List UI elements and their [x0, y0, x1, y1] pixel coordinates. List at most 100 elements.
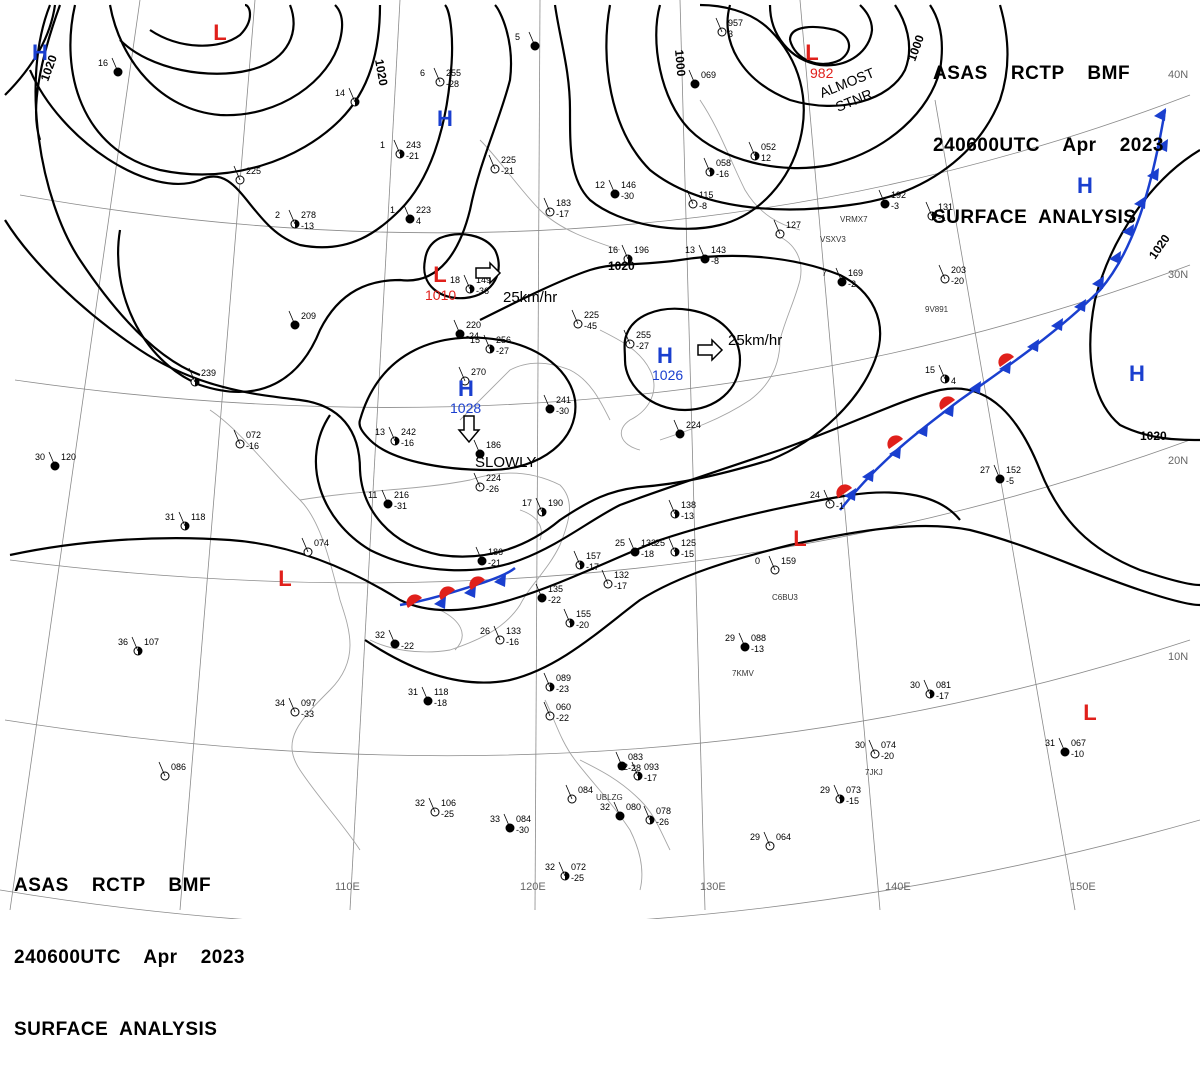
station-tendency: -16 [506, 637, 519, 647]
wind-barb [475, 546, 483, 562]
station-plot: 31 118 [165, 511, 205, 531]
station-pressure: 125 [681, 538, 696, 548]
wind-barb [528, 31, 536, 47]
station-plot: 1 243-21 [380, 139, 421, 161]
station-temp: 16 [98, 58, 108, 68]
wind-barb [615, 751, 623, 767]
wind-barb [923, 679, 931, 695]
station-cloud-cover [932, 212, 936, 220]
station-plot: 225-45 [571, 309, 599, 331]
station-cloud-cover [755, 152, 759, 160]
cold-front-triangle [1027, 339, 1039, 352]
station-pressure: 190 [548, 498, 563, 508]
station-temp: 29 [725, 633, 735, 643]
wind-barb [178, 511, 186, 527]
station-cloud-cover [550, 683, 554, 691]
station-tendency: -28 [446, 79, 459, 89]
pressure-center-h: H [458, 376, 474, 401]
cold-front-triangle [1134, 196, 1146, 209]
station-cloud-cover [628, 255, 632, 263]
station-plot: 31 067-10 [1045, 737, 1086, 759]
wind-barb [288, 697, 296, 713]
wind-barb [233, 429, 241, 445]
wind-barb [878, 189, 886, 205]
station-pressure: 225 [501, 155, 516, 165]
wind-barb [388, 629, 396, 645]
station-plot: 058-16 [703, 157, 731, 179]
station-temp: 5 [515, 32, 520, 42]
station-temp: 0 [755, 556, 760, 566]
station-temp: 30 [910, 680, 920, 690]
pressure-center-h: H [1129, 361, 1145, 386]
station-pressure: 243 [406, 140, 421, 150]
wind-barb [301, 537, 309, 553]
station-pressure: 097 [301, 698, 316, 708]
pressure-center-value: 1010 [425, 287, 456, 303]
wind-barb [158, 761, 166, 777]
station-plot: 255-27 [623, 329, 651, 351]
station-temp: 32 [545, 862, 555, 872]
station-plot: 084 [565, 784, 593, 804]
station-cloud-cover [470, 285, 474, 293]
station-temp: 11 [368, 490, 377, 500]
station-temp: 32 [600, 802, 610, 812]
station-plot: 30 081-17 [910, 679, 951, 701]
station-pressure: 241 [556, 395, 571, 405]
wind-barb [503, 813, 511, 829]
station-plot: 27 152-5 [980, 464, 1021, 486]
station-cloud-cover [945, 375, 949, 383]
longitude-label: 110E [335, 881, 360, 893]
station-pressure: 155 [576, 609, 591, 619]
station-tendency: -13 [301, 221, 314, 231]
station-pressure: 169 [848, 268, 863, 278]
wind-barb [563, 608, 571, 624]
station-cloud-cover [542, 508, 546, 516]
station-plot: 138-13 [668, 499, 696, 521]
wind-barb [233, 165, 241, 181]
pressure-center-value: 982 [810, 65, 834, 81]
station-tendency: -27 [636, 341, 649, 351]
station-plot: 086 [158, 761, 186, 781]
station-pressure: 149 [476, 275, 491, 285]
wind-barb [433, 67, 441, 83]
station-tendency: -8 [711, 256, 719, 266]
station-plot: 16 [98, 57, 123, 77]
warm-front-semicircle [836, 484, 852, 498]
station-temp: 27 [980, 465, 990, 475]
wind-barb [453, 319, 461, 335]
station-plot: 5 [515, 31, 540, 51]
wind-barb [543, 394, 551, 410]
coastlines [209, 99, 802, 891]
station-tendency: -20 [576, 620, 589, 630]
station-tendency: -20 [881, 751, 894, 761]
wind-barb [668, 537, 676, 553]
station-tendency: -17 [586, 562, 599, 572]
station-cloud-cover [675, 510, 679, 518]
station-tendency: -3 [891, 201, 899, 211]
wind-barb [868, 739, 876, 755]
wind-barb [688, 69, 696, 85]
station-pressure: 120 [61, 452, 76, 462]
station-pressure: 118 [191, 512, 205, 522]
ship-id: C6BU3 [772, 593, 798, 602]
station-plot: 17 190 [522, 497, 563, 517]
station-tendency: -33 [301, 709, 314, 719]
station-pressure: 083 [628, 752, 643, 762]
pressure-center-l: L [1083, 700, 1096, 725]
station-pressure: 072 [246, 430, 261, 440]
station-pressure: 957 [728, 18, 743, 28]
longitude-label: 140E [885, 881, 911, 893]
wind-barb [393, 139, 401, 155]
cold-front-triangle [916, 424, 928, 437]
station-cloud-cover [570, 619, 574, 627]
station-tendency: -17 [644, 773, 657, 783]
station-pressure: 152 [1006, 465, 1021, 475]
station-plot: 203-20 [938, 264, 966, 286]
station-pressure: 133 [641, 538, 656, 548]
station-temp: 24 [810, 490, 820, 500]
warm-front-semicircle [887, 435, 903, 449]
wind-barb [381, 489, 389, 505]
